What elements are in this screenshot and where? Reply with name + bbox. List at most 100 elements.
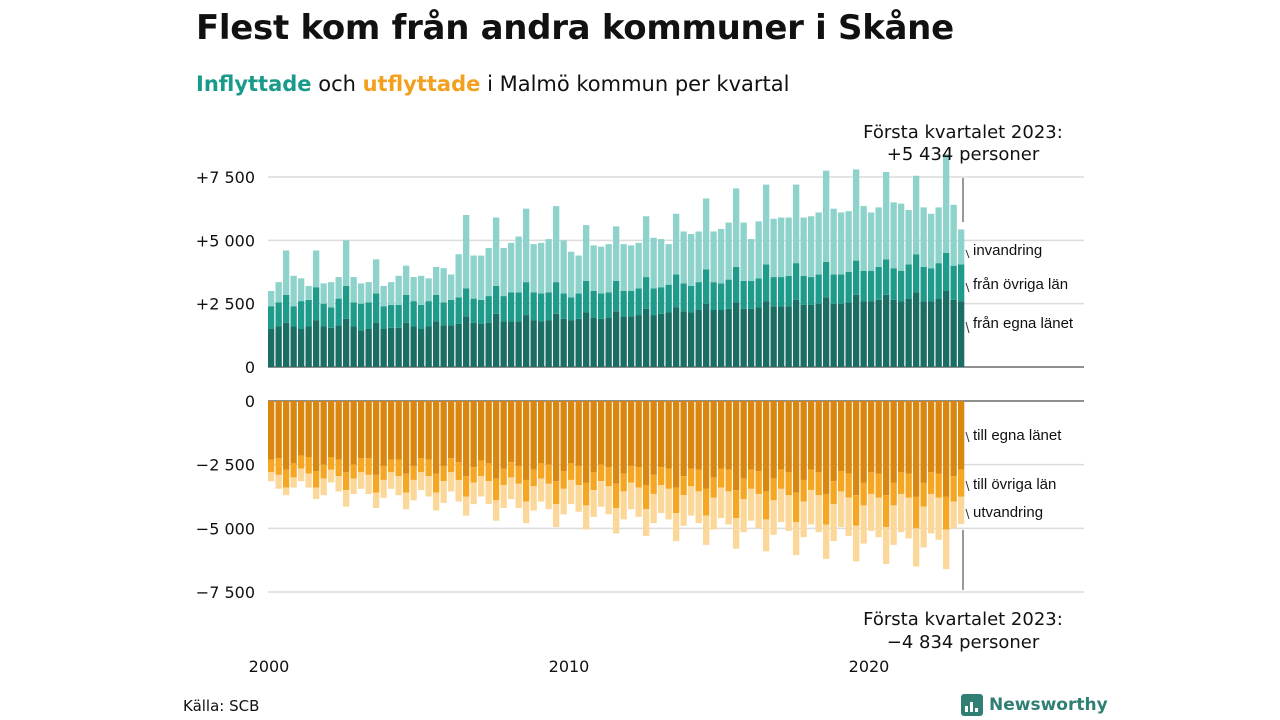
- bar-in-segment: [350, 326, 357, 367]
- bar-out-segment: [838, 491, 845, 528]
- bar-out-segment: [733, 401, 740, 491]
- bar-in-segment: [538, 321, 545, 367]
- bar-in-segment: [620, 316, 627, 367]
- bar-in-segment: [950, 204, 957, 266]
- bar-in-segment: [868, 270, 875, 302]
- bar-in-segment: [718, 310, 725, 367]
- bar-in-segment: [290, 306, 297, 327]
- bar-in-segment: [890, 202, 897, 269]
- bar-in-segment: [448, 325, 455, 367]
- bar-in-segment: [358, 303, 365, 331]
- bar-in-segment: [358, 330, 365, 367]
- series-label-fran-ovriga-lan: från övriga län: [973, 276, 1068, 293]
- bar-out-segment: [883, 495, 890, 528]
- bar-in-segment: [620, 244, 627, 291]
- bar-out-segment: [583, 401, 590, 483]
- bar-in-segment: [478, 255, 485, 300]
- bar-in-segment: [680, 283, 687, 312]
- brand-name: Newsworthy: [989, 695, 1108, 715]
- bar-in-segment: [838, 212, 845, 275]
- series-label-tick: [965, 480, 970, 492]
- series-label-tick: [965, 249, 970, 259]
- bar-in-segment: [650, 288, 657, 316]
- bar-in-segment: [463, 288, 470, 317]
- bar-in-segment: [845, 302, 852, 367]
- bar-out-segment: [673, 487, 680, 514]
- bar-in-segment: [508, 242, 515, 293]
- bar-in-segment: [785, 275, 792, 307]
- bar-out-segment: [583, 482, 590, 506]
- bar-out-segment: [770, 500, 777, 535]
- bar-out-segment: [598, 401, 605, 465]
- bar-in-segment: [815, 303, 822, 367]
- bar-out-segment: [913, 401, 920, 497]
- bar-out-segment: [440, 465, 447, 482]
- bar-in-segment: [785, 217, 792, 276]
- bar-in-segment: [680, 231, 687, 284]
- bar-out-segment: [725, 401, 732, 470]
- bar-in-segment: [305, 285, 312, 300]
- bar-out-segment: [545, 464, 552, 484]
- bar-in-segment: [613, 311, 620, 367]
- bar-in-segment: [598, 246, 605, 294]
- bar-in-segment: [530, 292, 537, 321]
- xtick-label: 2010: [549, 657, 590, 676]
- bar-in-segment: [425, 326, 432, 367]
- bar-out-segment: [658, 467, 665, 486]
- bar-out-segment: [335, 459, 342, 477]
- bar-in-segment: [373, 293, 380, 323]
- axes: +7 500 +5 000 +2 500 0 0 −2 500 −5 000 −7 500 20…: [196, 168, 970, 676]
- bar-out-segment: [373, 474, 380, 493]
- bar-out-segment: [425, 459, 432, 477]
- bar-in-segment: [380, 306, 387, 329]
- bar-out-segment: [860, 401, 867, 483]
- bar-out-segment: [448, 401, 455, 459]
- bar-out-segment: [373, 492, 380, 508]
- bar-in-segment: [860, 206, 867, 271]
- bar-in-segment: [463, 215, 470, 289]
- bar-in-segment: [545, 239, 552, 293]
- bar-out-segment: [680, 401, 687, 477]
- bar-out-segment: [433, 401, 440, 474]
- bar-in-segment: [530, 320, 537, 367]
- bar-out-segment: [373, 401, 380, 475]
- bar-in-segment: [313, 287, 320, 321]
- bar-in-segment: [725, 279, 732, 309]
- bar-out-segment: [740, 478, 747, 500]
- bar-in-segment: [928, 213, 935, 269]
- bar-in-segment: [920, 301, 927, 367]
- bar-in-segment: [500, 296, 507, 322]
- bar-in-segment: [725, 308, 732, 367]
- bar-out-segment: [455, 479, 462, 502]
- bar-out-segment: [763, 401, 770, 492]
- bar-in-segment: [658, 287, 665, 314]
- bar-in-segment: [890, 268, 897, 300]
- bar-out-segment: [305, 457, 312, 474]
- bar-in-segment: [748, 280, 755, 309]
- bar-out-segment: [635, 401, 642, 468]
- bar-out-segment: [403, 492, 410, 510]
- bar-out-segment: [275, 458, 282, 475]
- bar-in-segment: [763, 264, 770, 302]
- bar-in-segment: [748, 308, 755, 367]
- bar-out-segment: [680, 476, 687, 496]
- bar-out-segment: [425, 401, 432, 460]
- bar-in-segment: [928, 268, 935, 302]
- bar-out-segment: [875, 473, 882, 498]
- bar-in-segment: [770, 218, 777, 278]
- bar-out-segment: [913, 496, 920, 529]
- bar-out-segment: [568, 463, 575, 480]
- bar-in-segment: [703, 269, 710, 304]
- bar-in-segment: [815, 274, 822, 304]
- bar-out-segment: [508, 462, 515, 478]
- bar-in-segment: [283, 322, 290, 367]
- bar-in-segment: [643, 216, 650, 278]
- bar-out-segment: [853, 495, 860, 526]
- bar-in-segment: [455, 323, 462, 367]
- bar-out-segment: [868, 401, 875, 473]
- bar-in-segment: [740, 308, 747, 367]
- bar-out-segment: [748, 401, 755, 470]
- bar-in-segment: [658, 313, 665, 367]
- bar-in-segment: [845, 211, 852, 272]
- bar-out-segment: [665, 468, 672, 489]
